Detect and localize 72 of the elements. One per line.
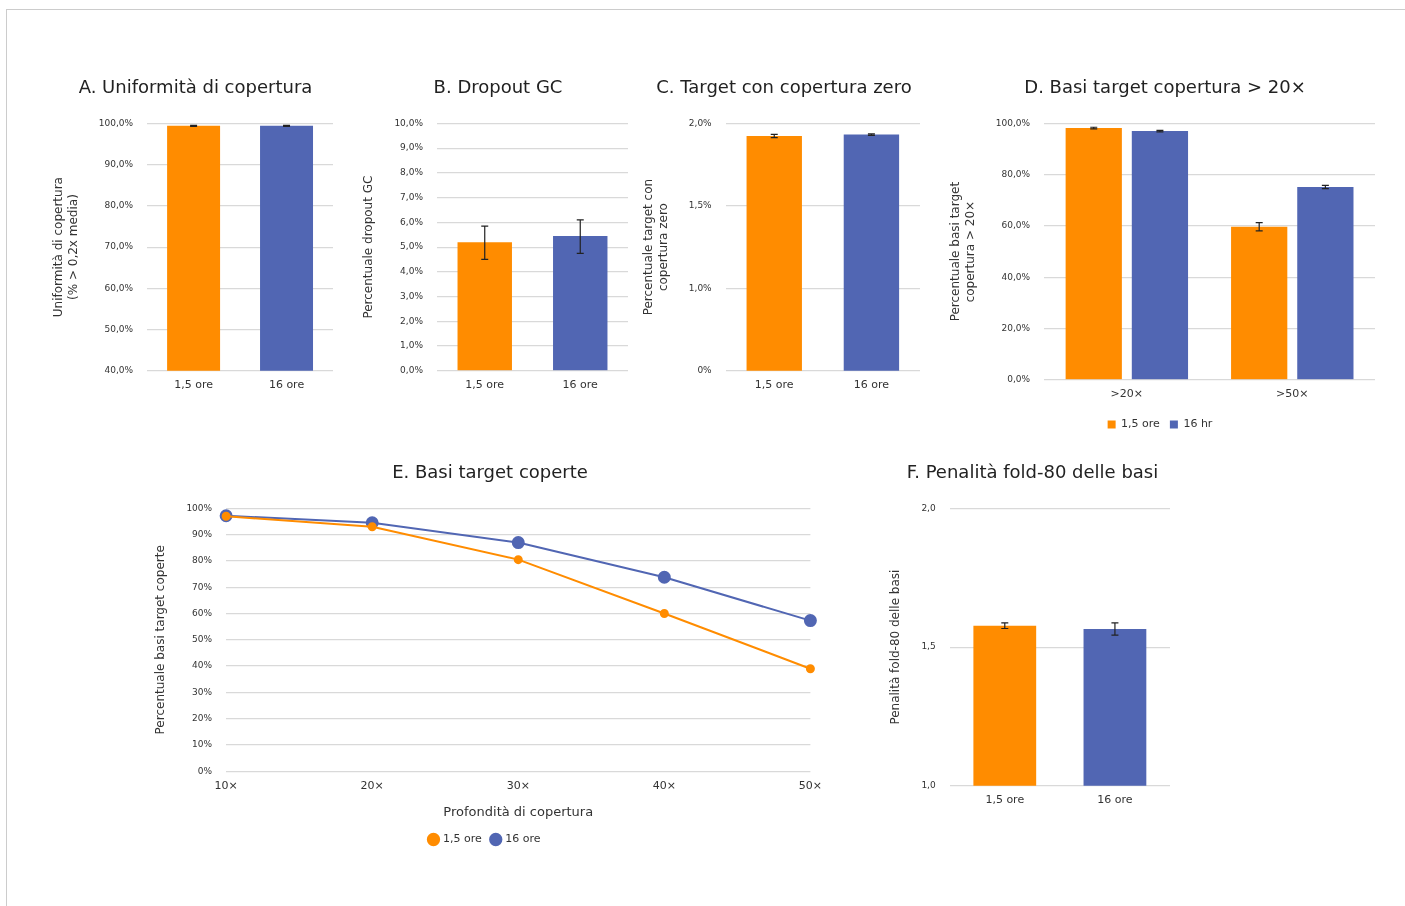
y-tick-label: 2,0 (921, 502, 936, 513)
y-tick-label: 2,0% (400, 315, 424, 326)
y-axis-title: Percentuale dropout GC (361, 175, 376, 319)
x-tick-label: 40× (652, 778, 676, 792)
y-tick-label: 60% (192, 607, 213, 618)
x-tick-label: >50× (1276, 387, 1309, 401)
y-tick-label: 2,0% (688, 117, 713, 128)
y-tick-label: 1,5% (688, 200, 713, 211)
y-tick-label: 7,0% (400, 191, 424, 202)
y-tick-label: 1,0% (400, 340, 424, 351)
y-tick-label: 40% (192, 660, 213, 671)
y-tick-label: 10,0% (394, 117, 424, 128)
y-tick-label: 0,0% (1007, 374, 1031, 385)
y-tick-label: 100,0% (98, 117, 134, 128)
x-tick-label: 30× (506, 778, 530, 792)
y-tick-label: 1,0% (688, 282, 713, 293)
x-tick-label: 1,5 ore (465, 378, 505, 392)
legend-label: 16 hr (1183, 417, 1213, 431)
y-axis-title: Penalità fold-80 delle basi (888, 569, 903, 725)
y-tick-label: 9,0% (400, 142, 424, 153)
y-tick-label: 70% (192, 581, 213, 592)
y-tick-label: 6,0% (400, 216, 424, 227)
y-tick-label: 80,0% (104, 200, 134, 211)
y-tick-label: 50% (192, 634, 213, 645)
chart-title: F. Penalità fold-80 delle basi (905, 460, 1160, 484)
y-tick-label: 100% (186, 502, 213, 513)
y-tick-label: 40,0% (1001, 271, 1031, 282)
legend-label: 1,5 ore (442, 832, 482, 846)
y-tick-label: 1,0 (921, 780, 936, 791)
y-tick-label: 40,0% (104, 365, 134, 376)
y-tick-label: 0% (697, 365, 713, 376)
y-tick-label: 20% (192, 712, 213, 723)
y-tick-label: 1,5 (921, 641, 936, 652)
chart-title: C. Target con copertura zero (655, 75, 913, 99)
x-tick-label: 10× (214, 778, 238, 792)
chart-title: D. Basi target copertura > 20× (1023, 75, 1307, 99)
chart-title: E. Basi target coperte (391, 460, 589, 484)
y-tick-label: 80,0% (1001, 169, 1031, 180)
x-tick-label: 50× (798, 778, 822, 792)
y-tick-label: 100,0% (995, 117, 1031, 128)
x-tick-label: >20× (1110, 387, 1144, 401)
y-tick-label: 10% (192, 739, 213, 750)
y-axis-title: Percentuale target con copertura zero (641, 178, 670, 316)
y-tick-label: 3,0% (400, 290, 424, 301)
y-tick-label: 30% (192, 686, 213, 697)
y-tick-label: 70,0% (104, 241, 134, 252)
x-tick-label: 16 ore (268, 378, 305, 392)
y-tick-label: 80% (192, 555, 213, 566)
y-tick-label: 5,0% (400, 241, 424, 252)
chart-title: A. Uniformità di copertura (77, 75, 314, 99)
legend-label: 1,5 ore (1121, 417, 1161, 431)
x-tick-label: 1,5 ore (754, 378, 794, 392)
x-tick-label: 1,5 ore (174, 378, 214, 392)
y-tick-label: 90% (192, 529, 213, 540)
y-tick-label: 0,0% (400, 365, 424, 376)
y-tick-label: 60,0% (1001, 220, 1031, 231)
y-tick-label: 20,0% (1001, 322, 1031, 333)
y-axis-title: Uniformità di copertura (% > 0,2x media) (51, 177, 80, 318)
y-axis-title: Percentuale basi target coperte (153, 545, 168, 735)
x-tick-label: 16 ore (853, 378, 890, 392)
x-tick-label: 20× (360, 778, 384, 792)
y-tick-label: 90,0% (104, 158, 134, 169)
y-axis-title: Percentuale basi target copertura > 20× (948, 181, 977, 322)
y-tick-label: 60,0% (104, 282, 134, 293)
y-tick-label: 50,0% (104, 323, 134, 334)
y-tick-label: 8,0% (400, 167, 424, 178)
legend-label: 16 ore (505, 832, 541, 846)
x-axis-title: Profondità di copertura (443, 803, 594, 819)
x-tick-label: 16 ore (562, 378, 599, 392)
y-tick-label: 4,0% (400, 266, 424, 277)
chart-title: B. Dropout GC (432, 75, 564, 99)
y-tick-label: 0% (197, 765, 213, 776)
